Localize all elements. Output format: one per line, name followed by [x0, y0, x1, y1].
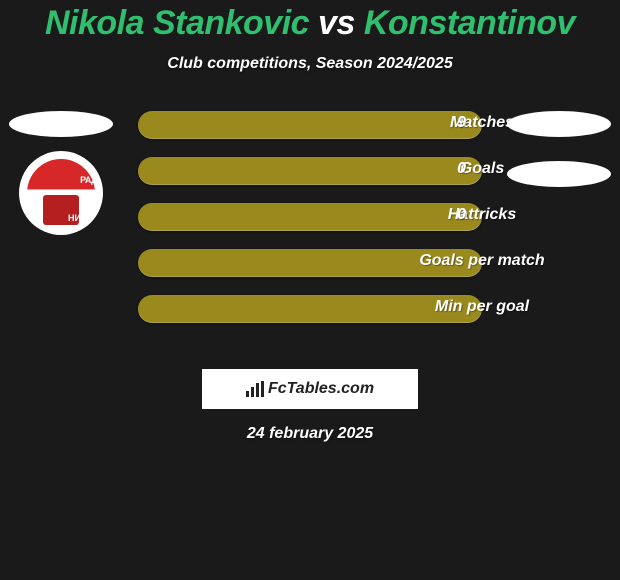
stat-value: 0 — [457, 160, 466, 178]
badge-name: РАДНИЧКИ — [61, 175, 103, 185]
player1-column: 1923 РАДНИЧКИ НИШ — [6, 111, 116, 235]
content-row: 1923 РАДНИЧКИ НИШ Matches9 Goals0 Hattrick… — [0, 111, 620, 361]
stat-bar-hattricks: Hattricks0 — [138, 203, 482, 231]
player1-name: Nikola Stankovic — [45, 4, 309, 42]
stat-value: 0 — [457, 206, 466, 224]
comparison-card: Nikola Stankovic vs Konstantinov Club co… — [0, 4, 620, 580]
stat-bar-mpg: Min per goal — [138, 295, 482, 323]
badge-bottom: НИШ — [43, 195, 79, 225]
badge-year: 1923 — [61, 163, 103, 174]
player2-name: Konstantinov — [364, 4, 575, 42]
date-text: 24 february 2025 — [0, 425, 620, 443]
subtitle: Club competitions, Season 2024/2025 — [0, 55, 620, 73]
stat-label: Goals per match — [310, 252, 620, 270]
player1-photo-placeholder — [9, 111, 113, 137]
chart-icon — [246, 381, 264, 397]
player2-club-placeholder — [507, 161, 611, 187]
player1-club-badge: 1923 РАДНИЧКИ НИШ — [19, 151, 103, 235]
vs-separator: vs — [318, 4, 355, 42]
stat-value: 9 — [457, 114, 466, 132]
attribution-text: FcTables.com — [268, 380, 374, 398]
stat-bar-matches: Matches9 — [138, 111, 482, 139]
stat-bar-gpm: Goals per match — [138, 249, 482, 277]
player2-column — [504, 111, 614, 187]
badge-city: НИШ — [61, 213, 97, 223]
stat-bar-goals: Goals0 — [138, 157, 482, 185]
attribution-box[interactable]: FcTables.com — [202, 369, 418, 409]
player2-photo-placeholder — [507, 111, 611, 137]
stat-bars: Matches9 Goals0 Hattricks0 Goals per match M… — [138, 111, 482, 341]
stat-label: Min per goal — [310, 298, 620, 316]
page-title: Nikola Stankovic vs Konstantinov — [0, 4, 620, 43]
